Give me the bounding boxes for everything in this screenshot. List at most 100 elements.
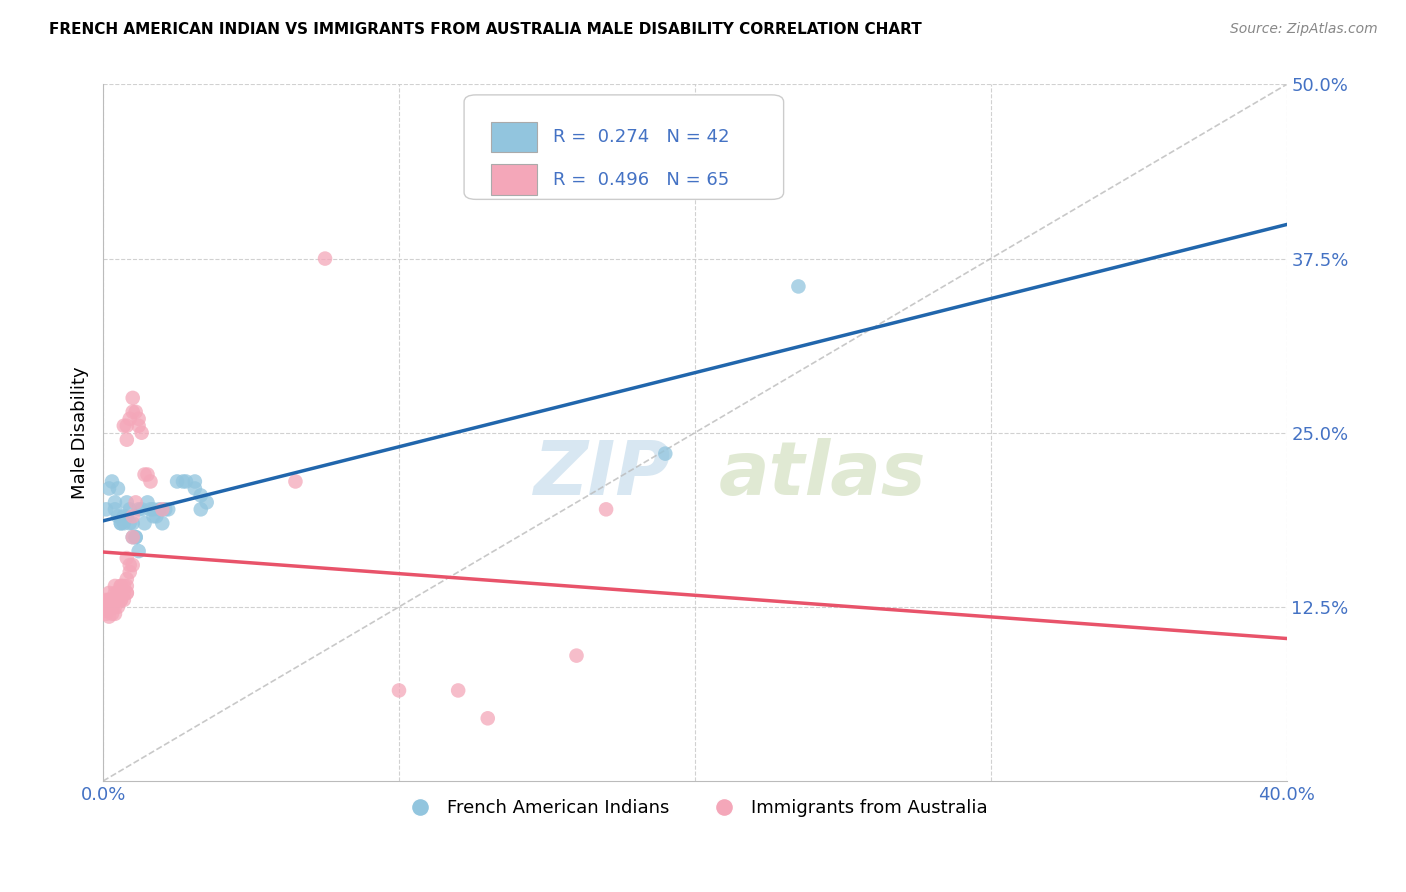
Text: ZIP: ZIP <box>534 438 671 511</box>
Point <box>115 579 138 593</box>
Point <box>94 599 117 614</box>
Point <box>134 467 156 482</box>
Point <box>104 593 127 607</box>
Point <box>190 502 212 516</box>
Y-axis label: Male Disability: Male Disability <box>72 367 89 499</box>
Point <box>166 475 188 489</box>
Point <box>104 607 127 621</box>
Text: R =  0.274   N = 42: R = 0.274 N = 42 <box>553 128 730 146</box>
Point <box>150 516 173 531</box>
Point <box>121 530 143 544</box>
Point <box>98 593 121 607</box>
Point <box>115 509 138 524</box>
Point <box>112 579 135 593</box>
Point <box>128 544 150 558</box>
Point <box>134 516 156 531</box>
Point <box>110 593 132 607</box>
Point <box>94 607 117 621</box>
Point <box>98 482 121 496</box>
Point <box>94 604 117 618</box>
Point <box>118 558 141 572</box>
Point <box>115 418 138 433</box>
Point <box>112 593 135 607</box>
Point <box>118 565 141 579</box>
Point <box>110 516 132 531</box>
Point <box>142 509 165 524</box>
Point <box>104 599 127 614</box>
Point <box>118 516 141 531</box>
Point <box>110 593 132 607</box>
Point <box>477 711 499 725</box>
Point <box>139 475 162 489</box>
Point <box>128 411 150 425</box>
Point <box>110 579 132 593</box>
Point <box>98 609 121 624</box>
Point <box>136 467 159 482</box>
Point <box>110 516 132 531</box>
Point <box>131 425 153 440</box>
Point <box>118 411 141 425</box>
Point <box>121 509 143 524</box>
Point <box>112 586 135 600</box>
Point <box>94 502 117 516</box>
Point <box>388 683 411 698</box>
Point <box>101 593 124 607</box>
Point <box>112 418 135 433</box>
Point <box>131 502 153 516</box>
Text: FRENCH AMERICAN INDIAN VS IMMIGRANTS FROM AUSTRALIA MALE DISABILITY CORRELATION : FRENCH AMERICAN INDIAN VS IMMIGRANTS FRO… <box>49 22 922 37</box>
Text: Source: ZipAtlas.com: Source: ZipAtlas.com <box>1230 22 1378 37</box>
Point <box>121 558 143 572</box>
Point <box>124 495 146 509</box>
Point <box>121 530 143 544</box>
Point <box>115 572 138 586</box>
Point <box>115 586 138 600</box>
Point <box>595 502 617 516</box>
Point <box>139 502 162 516</box>
Point <box>118 502 141 516</box>
Point <box>107 482 129 496</box>
Point <box>104 502 127 516</box>
Point <box>115 495 138 509</box>
Point <box>172 475 194 489</box>
FancyBboxPatch shape <box>491 121 537 153</box>
Point <box>115 551 138 566</box>
Point <box>184 475 207 489</box>
Point <box>157 502 180 516</box>
Point <box>148 502 170 516</box>
Point <box>184 482 207 496</box>
Point <box>136 495 159 509</box>
Point <box>284 475 307 489</box>
Point <box>195 495 218 509</box>
Text: atlas: atlas <box>718 438 927 511</box>
Point <box>110 586 132 600</box>
Point <box>124 530 146 544</box>
Point <box>155 502 177 516</box>
Point <box>94 599 117 614</box>
Point <box>128 502 150 516</box>
Point <box>112 516 135 531</box>
Point <box>101 475 124 489</box>
Point <box>314 252 336 266</box>
Point <box>107 586 129 600</box>
Point <box>107 593 129 607</box>
Point <box>107 593 129 607</box>
Point <box>128 418 150 433</box>
Point <box>787 279 810 293</box>
Point <box>142 502 165 516</box>
Point <box>115 433 138 447</box>
Point <box>101 599 124 614</box>
Point <box>654 447 676 461</box>
Legend: French American Indians, Immigrants from Australia: French American Indians, Immigrants from… <box>395 792 995 824</box>
Point <box>104 579 127 593</box>
Text: R =  0.496   N = 65: R = 0.496 N = 65 <box>553 170 730 188</box>
Point <box>98 593 121 607</box>
Point <box>124 530 146 544</box>
Point <box>101 599 124 614</box>
Point <box>115 586 138 600</box>
Point <box>104 586 127 600</box>
Point <box>101 593 124 607</box>
Point <box>565 648 588 663</box>
Point <box>104 495 127 509</box>
Point <box>190 488 212 502</box>
Point <box>145 509 167 524</box>
